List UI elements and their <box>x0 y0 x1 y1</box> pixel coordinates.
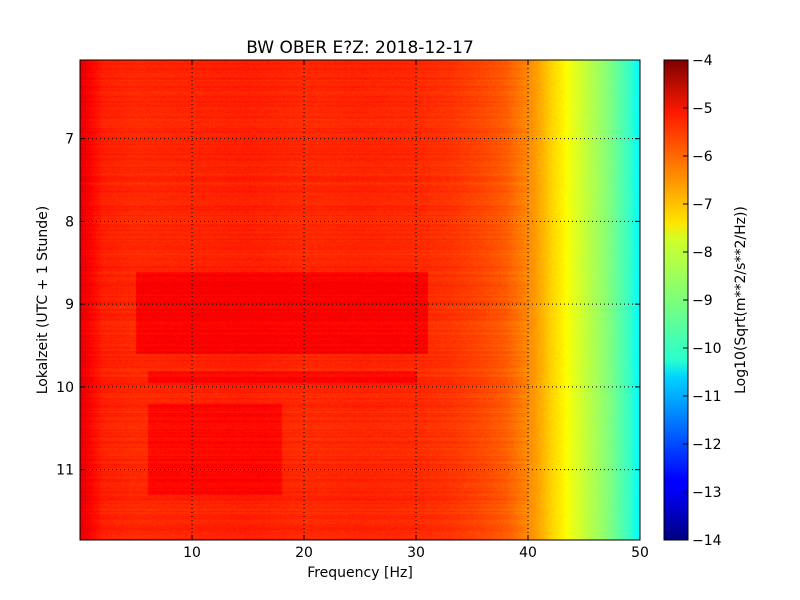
y-axis-label: Lokalzeit (UTC + 1 Stunde) <box>35 206 51 395</box>
spectrogram-heatmap <box>80 60 640 540</box>
colorbar-tick-label: −6 <box>692 149 713 165</box>
y-tick-label: 11 <box>56 463 74 479</box>
x-tick-label: 10 <box>183 545 201 561</box>
y-tick-label: 8 <box>65 214 74 230</box>
chart-title: BW OBER E?Z: 2018-12-17 <box>246 38 474 58</box>
colorbar-tick-label: −11 <box>692 389 722 405</box>
x-axis-label: Frequency [Hz] <box>307 565 413 581</box>
colorbar-tick-label: −4 <box>692 53 713 69</box>
colorbar-ticks: −4 −5 −6 −7 −8 −9 −10 −11 −12 −13 −14 <box>683 53 722 549</box>
y-tick-label: 7 <box>65 132 74 148</box>
colorbar-label: Log10(Sqrt(m**2/s**2/Hz)) <box>733 206 749 394</box>
x-tick-label: 40 <box>519 545 537 561</box>
colorbar-tick-label: −10 <box>692 341 722 357</box>
colorbar-tick-label: −9 <box>692 293 713 309</box>
y-tick-label: 10 <box>56 380 74 396</box>
colorbar-tick-label: −5 <box>692 101 713 117</box>
colorbar-tick-label: −7 <box>692 197 713 213</box>
colorbar-tick-label: −14 <box>692 533 722 549</box>
x-axis: 10 20 30 40 50 <box>183 60 649 561</box>
colorbar-tick-label: −13 <box>692 485 722 501</box>
y-axis: 7 8 9 10 11 <box>56 132 640 479</box>
x-tick-label: 30 <box>407 545 425 561</box>
y-tick-label: 9 <box>65 297 74 313</box>
x-tick-label: 20 <box>295 545 313 561</box>
plot-frame <box>79 59 641 541</box>
x-tick-label: 50 <box>631 545 649 561</box>
grid-lines <box>80 60 640 540</box>
colorbar-tick-label: −8 <box>692 245 713 261</box>
colorbar-tick-label: −12 <box>692 437 722 453</box>
